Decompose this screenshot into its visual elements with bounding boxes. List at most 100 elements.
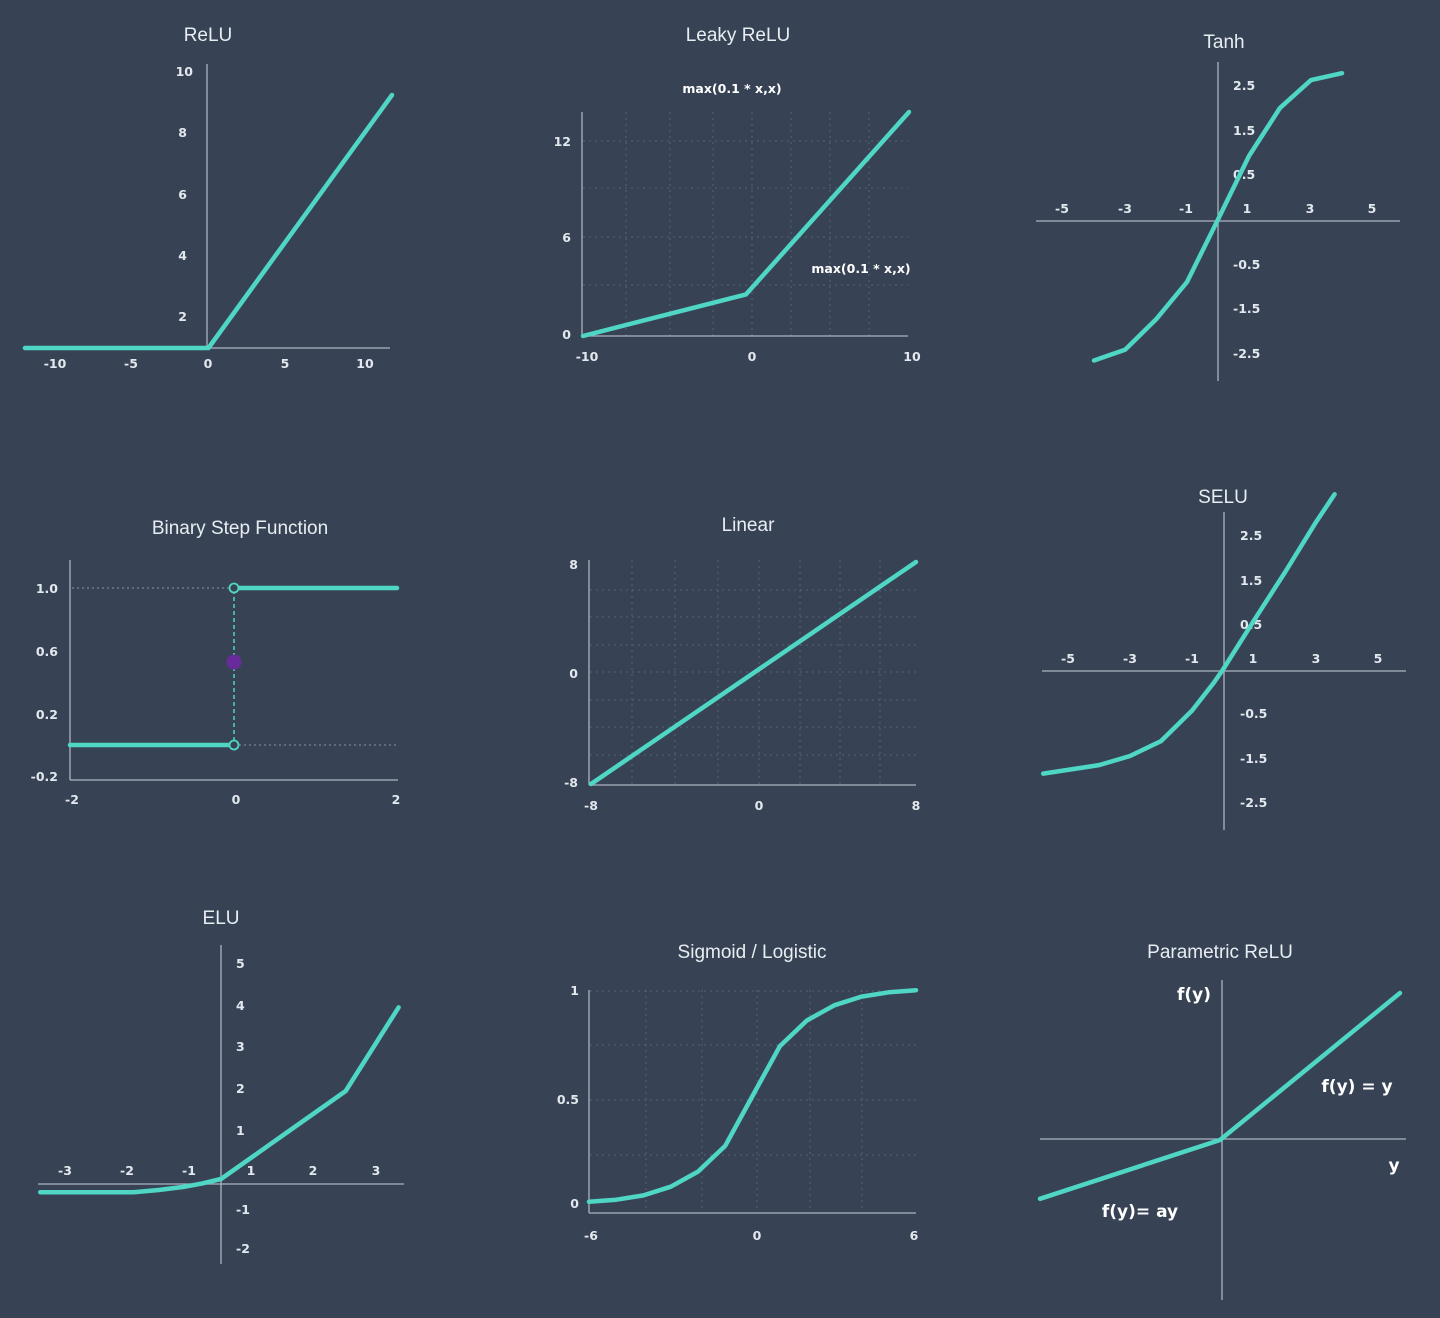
y-tick-label: -0.5 bbox=[1240, 706, 1267, 721]
x-tick-label: 2 bbox=[392, 792, 401, 807]
annotation-label: max(0.1 * x,x) bbox=[682, 81, 781, 96]
x-tick-label: -5 bbox=[1055, 201, 1069, 216]
x-tick-label: 0 bbox=[753, 1228, 762, 1243]
x-tick-label: -2 bbox=[65, 792, 79, 807]
x-tick-label: -1 bbox=[1179, 201, 1193, 216]
chart-sigmoid: Sigmoid / Logistic 1 0.5 0 -6 0 6 bbox=[557, 942, 919, 1243]
chart-title: ReLU bbox=[184, 25, 233, 46]
x-tick-label: 2 bbox=[309, 1163, 318, 1178]
annotation-label: f(y) = y bbox=[1321, 1077, 1392, 1097]
chart-title: Tanh bbox=[1203, 32, 1244, 53]
tanh-curve bbox=[1091, 70, 1345, 363]
y-tick-label: 8 bbox=[569, 557, 578, 572]
x-tick-label: -10 bbox=[576, 349, 599, 364]
y-tick-label: 10 bbox=[176, 64, 194, 79]
x-tick-label: 5 bbox=[1374, 651, 1383, 666]
x-tick-label: 0 bbox=[204, 356, 213, 371]
y-tick-label: 3 bbox=[236, 1039, 245, 1054]
elu-curve bbox=[37, 1005, 401, 1195]
y-tick-label: -2 bbox=[236, 1241, 250, 1256]
x-tick-label: 5 bbox=[1368, 201, 1377, 216]
x-tick-label: -10 bbox=[44, 356, 67, 371]
x-axis-label: y bbox=[1388, 1156, 1399, 1176]
y-tick-label: -8 bbox=[564, 775, 578, 790]
y-tick-label: -0.5 bbox=[1233, 257, 1260, 272]
chart-title: Parametric ReLU bbox=[1147, 942, 1293, 963]
chart-elu: ELU 5 4 3 2 1 -1 -2 -3 -2 -1 1 2 3 bbox=[37, 908, 404, 1264]
y-tick-label: 4 bbox=[236, 998, 245, 1013]
y-tick-label: 1.5 bbox=[1240, 573, 1262, 588]
x-tick-label: -3 bbox=[1118, 201, 1132, 216]
grid bbox=[590, 560, 916, 785]
y-tick-label: 2 bbox=[236, 1081, 245, 1096]
y-tick-label: 1.0 bbox=[36, 581, 58, 596]
y-tick-label: 6 bbox=[562, 230, 571, 245]
y-tick-label: 0 bbox=[562, 327, 571, 342]
open-point-marker bbox=[228, 582, 240, 594]
y-tick-label: -1.5 bbox=[1240, 751, 1267, 766]
y-tick-label: 8 bbox=[178, 125, 187, 140]
chart-title: Linear bbox=[722, 515, 775, 536]
y-tick-label: 2.5 bbox=[1240, 528, 1262, 543]
y-tick-label: 0.2 bbox=[36, 707, 58, 722]
x-tick-label: -1 bbox=[1185, 651, 1199, 666]
open-point-marker bbox=[228, 739, 240, 751]
y-tick-label: -1.5 bbox=[1233, 301, 1260, 316]
y-tick-label: -2.5 bbox=[1233, 346, 1260, 361]
x-tick-label: 3 bbox=[1306, 201, 1315, 216]
y-tick-label: 0 bbox=[569, 666, 578, 681]
x-tick-label: 1 bbox=[1249, 651, 1258, 666]
y-tick-label: 0.5 bbox=[557, 1092, 579, 1107]
prelu-curve bbox=[1037, 990, 1403, 1202]
x-tick-label: 6 bbox=[910, 1228, 919, 1243]
x-tick-label: 3 bbox=[1312, 651, 1321, 666]
x-tick-label: 1 bbox=[247, 1163, 256, 1178]
x-tick-label: 10 bbox=[903, 349, 921, 364]
y-tick-label: 2.5 bbox=[1233, 78, 1255, 93]
x-tick-label: -1 bbox=[182, 1163, 196, 1178]
leaky-relu-curve bbox=[580, 109, 912, 339]
x-tick-label: 0 bbox=[232, 792, 241, 807]
chart-title: Binary Step Function bbox=[152, 518, 328, 539]
chart-selu: SELU 2.5 1.5 0.5 -0.5 -1.5 -2.5 -5 -3 -1… bbox=[1040, 487, 1406, 830]
x-tick-label: -6 bbox=[584, 1228, 598, 1243]
chart-title: Leaky ReLU bbox=[686, 25, 791, 46]
chart-binary-step: Binary Step Function 1.0 0.6 0.2 -0.2 -2… bbox=[31, 518, 401, 807]
chart-parametric-relu: Parametric ReLU f(y) f(y) = y y f(y)= ay bbox=[1037, 942, 1406, 1300]
x-tick-label: -5 bbox=[1061, 651, 1075, 666]
x-tick-label: 0 bbox=[748, 349, 757, 364]
y-tick-label: -1 bbox=[236, 1202, 250, 1217]
y-tick-label: -0.2 bbox=[31, 769, 58, 784]
chart-title: ELU bbox=[203, 908, 240, 929]
chart-relu: ReLU 10 8 6 4 2 -10 -5 0 5 10 bbox=[22, 25, 395, 371]
y-tick-label: 1 bbox=[236, 1123, 245, 1138]
grid bbox=[583, 112, 908, 336]
y-tick-label: 1 bbox=[570, 983, 579, 998]
chart-title: Sigmoid / Logistic bbox=[678, 942, 827, 963]
y-axis-label: f(y) bbox=[1177, 985, 1211, 1005]
x-tick-label: -8 bbox=[584, 798, 598, 813]
x-tick-label: 1 bbox=[1243, 201, 1252, 216]
y-tick-label: 4 bbox=[178, 248, 187, 263]
y-tick-label: -2.5 bbox=[1240, 795, 1267, 810]
x-tick-label: 5 bbox=[281, 356, 290, 371]
annotation-label: f(y)= ay bbox=[1102, 1202, 1178, 1222]
selu-curve bbox=[1040, 492, 1337, 776]
x-tick-label: -2 bbox=[120, 1163, 134, 1178]
annotation-label: max(0.1 * x,x) bbox=[811, 261, 910, 276]
y-tick-label: 5 bbox=[236, 956, 245, 971]
y-tick-label: 12 bbox=[554, 134, 571, 149]
x-tick-label: 3 bbox=[372, 1163, 381, 1178]
x-tick-label: -3 bbox=[1123, 651, 1137, 666]
linear-curve bbox=[588, 559, 919, 787]
x-tick-label: -5 bbox=[124, 356, 138, 371]
chart-leaky-relu: Leaky ReLU max(0.1 * x,x) max(0.1 * x,x)… bbox=[554, 25, 921, 364]
x-tick-label: -3 bbox=[58, 1163, 72, 1178]
y-tick-label: 2 bbox=[178, 309, 187, 324]
x-tick-label: 10 bbox=[356, 356, 374, 371]
midpoint-marker bbox=[226, 654, 242, 670]
chart-linear: Linear 8 0 -8 -8 0 8 bbox=[564, 515, 920, 813]
relu-curve bbox=[22, 92, 395, 351]
x-tick-label: 8 bbox=[912, 798, 921, 813]
